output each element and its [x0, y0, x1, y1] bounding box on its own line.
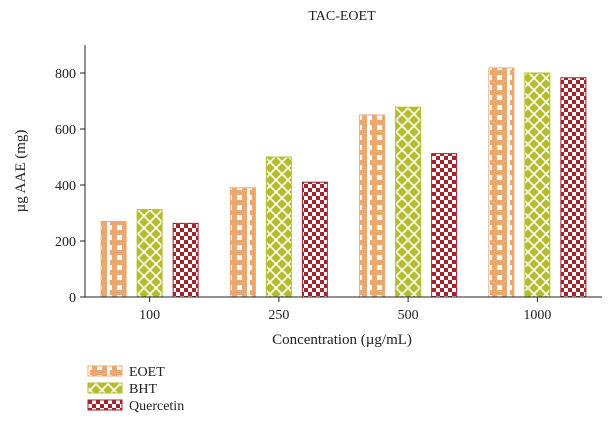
x-tick-label: 100 — [139, 308, 160, 323]
legend-swatch-eoet — [87, 365, 123, 377]
bar-eoet-100 — [100, 220, 127, 298]
y-tick-label: 200 — [55, 235, 76, 250]
bar-quercetin-500 — [431, 153, 458, 298]
x-ticks: 100 250 500 1000 — [139, 297, 551, 323]
y-tick-label: 600 — [55, 123, 76, 138]
legend-swatch-quercetin — [87, 399, 123, 411]
x-tick-label: 1000 — [523, 308, 551, 323]
bar-eoet-500 — [359, 114, 386, 298]
bar-quercetin-1000 — [560, 77, 587, 298]
x-axis-label: Concentration (µg/mL) — [272, 332, 412, 348]
bar-quercetin-250 — [301, 181, 328, 298]
y-axis-label: µg AAE (mg) — [13, 130, 29, 213]
bar-bht-500 — [395, 106, 422, 298]
y-ticks: 0 200 400 600 800 — [55, 67, 85, 306]
y-tick-label: 0 — [69, 291, 76, 306]
bars-layer — [100, 67, 587, 298]
x-tick-label: 500 — [398, 308, 419, 323]
legend-label-bht: BHT — [129, 382, 157, 397]
bar-eoet-250 — [229, 187, 256, 298]
bar-bht-100 — [136, 209, 163, 298]
legend-label-quercetin: Quercetin — [129, 399, 184, 414]
bar-bht-250 — [265, 156, 292, 298]
y-tick-label: 800 — [55, 67, 76, 82]
bar-eoet-1000 — [488, 67, 515, 298]
legend: EOET BHT Quercetin — [87, 365, 184, 414]
x-tick-label: 250 — [268, 308, 289, 323]
y-tick-label: 400 — [55, 179, 76, 194]
bar-bht-1000 — [524, 72, 551, 298]
chart-title: TAC-EOET — [308, 9, 376, 24]
legend-swatch-bht — [87, 382, 123, 394]
legend-label-eoet: EOET — [129, 365, 165, 380]
bar-quercetin-100 — [172, 222, 199, 298]
